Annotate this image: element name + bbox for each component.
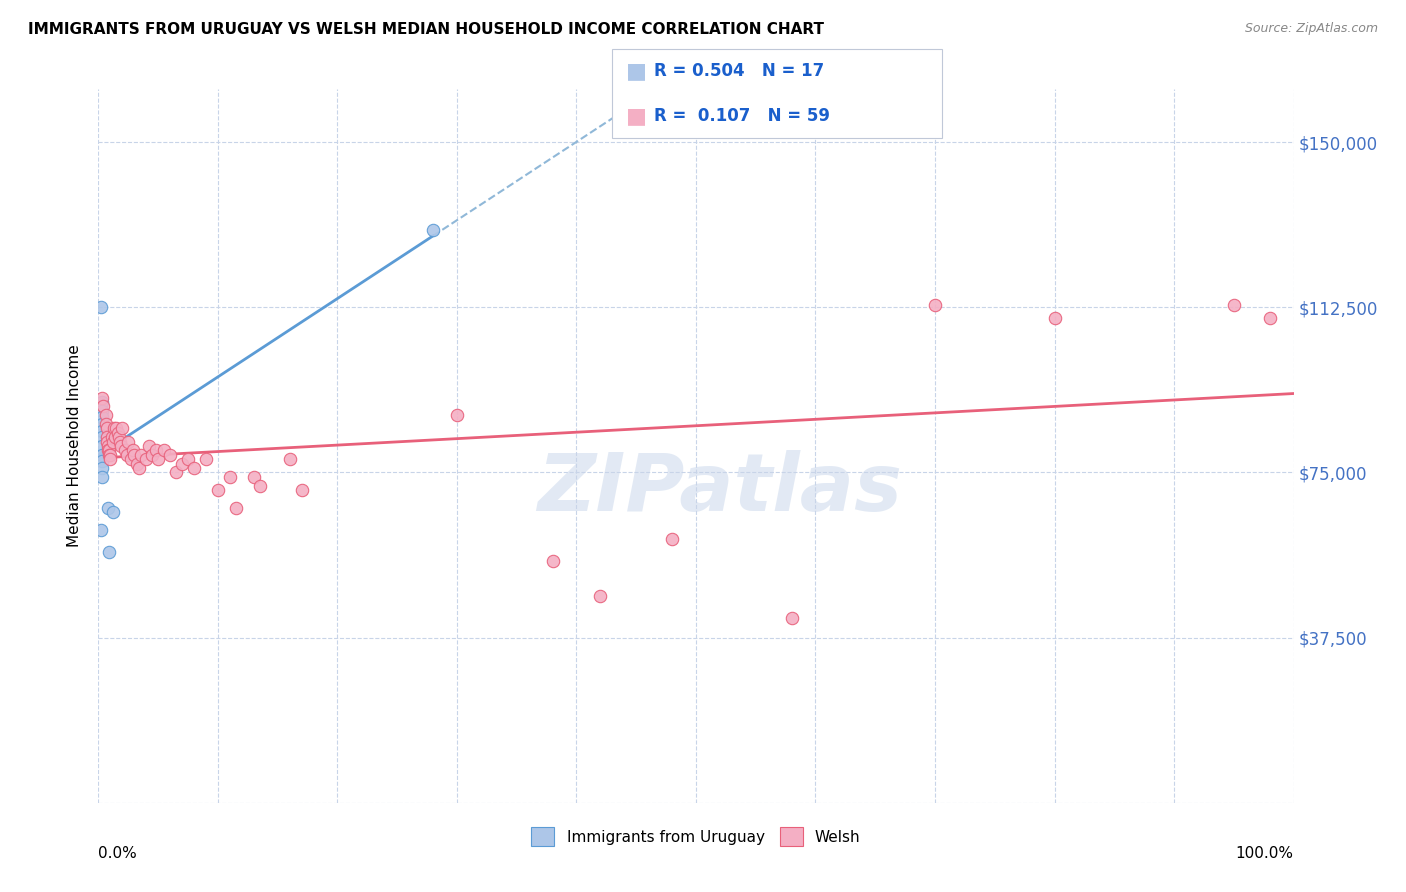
- Point: [98, 448, 121, 462]
- Point: [291, 483, 314, 497]
- Point: [97, 439, 120, 453]
- Point: [422, 223, 444, 237]
- Point: [108, 434, 131, 449]
- Point: [1258, 311, 1281, 326]
- Text: Source: ZipAtlas.com: Source: ZipAtlas.com: [1244, 22, 1378, 36]
- Text: R =  0.107   N = 59: R = 0.107 N = 59: [654, 107, 830, 125]
- Point: [661, 532, 683, 546]
- Point: [91, 410, 114, 425]
- Point: [107, 430, 129, 444]
- Point: [165, 466, 187, 480]
- Point: [91, 417, 114, 431]
- Point: [94, 408, 117, 422]
- Point: [172, 457, 194, 471]
- Point: [91, 395, 114, 409]
- Point: [91, 424, 114, 438]
- Point: [91, 430, 114, 444]
- Text: ■: ■: [627, 62, 647, 81]
- Point: [91, 461, 114, 475]
- Point: [141, 448, 163, 462]
- Point: [243, 470, 266, 484]
- Point: [91, 448, 114, 462]
- Point: [97, 443, 120, 458]
- Point: [98, 443, 121, 458]
- Point: [110, 439, 132, 453]
- Point: [96, 430, 118, 444]
- Point: [103, 421, 125, 435]
- Point: [91, 403, 114, 417]
- Point: [207, 483, 229, 497]
- Point: [1223, 298, 1246, 312]
- Point: [117, 434, 139, 449]
- Point: [98, 448, 122, 462]
- Text: 0.0%: 0.0%: [98, 846, 138, 861]
- Point: [125, 457, 148, 471]
- Point: [159, 448, 181, 462]
- Point: [115, 448, 138, 462]
- Point: [153, 443, 176, 458]
- Legend: Immigrants from Uruguay, Welsh: Immigrants from Uruguay, Welsh: [526, 822, 866, 852]
- Point: [111, 421, 134, 435]
- Point: [91, 439, 114, 453]
- Point: [446, 408, 468, 422]
- Text: R = 0.504   N = 17: R = 0.504 N = 17: [654, 62, 824, 80]
- Point: [96, 434, 118, 449]
- Point: [91, 391, 114, 405]
- Point: [97, 500, 120, 515]
- Point: [183, 461, 205, 475]
- Point: [91, 400, 114, 414]
- Text: 100.0%: 100.0%: [1236, 846, 1294, 861]
- Point: [589, 589, 612, 603]
- Point: [122, 443, 145, 458]
- Point: [96, 421, 118, 435]
- Point: [120, 452, 142, 467]
- Point: [124, 448, 146, 462]
- Point: [135, 452, 157, 467]
- Point: [924, 298, 946, 312]
- Text: ZIPatlas: ZIPatlas: [537, 450, 903, 528]
- Text: IMMIGRANTS FROM URUGUAY VS WELSH MEDIAN HOUSEHOLD INCOME CORRELATION CHART: IMMIGRANTS FROM URUGUAY VS WELSH MEDIAN …: [28, 22, 824, 37]
- Point: [105, 421, 128, 435]
- Point: [90, 300, 112, 314]
- Point: [541, 553, 564, 567]
- Point: [225, 500, 247, 515]
- Point: [177, 452, 200, 467]
- Point: [138, 439, 160, 453]
- Point: [148, 452, 170, 467]
- Point: [1043, 311, 1066, 326]
- Y-axis label: Median Household Income: Median Household Income: [67, 344, 83, 548]
- Text: ■: ■: [627, 106, 647, 126]
- Point: [107, 425, 129, 440]
- Point: [101, 434, 124, 449]
- Point: [131, 448, 153, 462]
- Point: [249, 478, 271, 492]
- Point: [100, 430, 122, 444]
- Point: [101, 505, 124, 519]
- Point: [195, 452, 218, 467]
- Point: [219, 470, 242, 484]
- Point: [94, 417, 117, 431]
- Point: [90, 523, 112, 537]
- Point: [98, 545, 121, 559]
- Point: [98, 452, 122, 467]
- Point: [145, 443, 167, 458]
- Point: [91, 454, 114, 468]
- Point: [278, 452, 301, 467]
- Point: [104, 430, 127, 444]
- Point: [128, 461, 150, 475]
- Point: [91, 470, 114, 484]
- Point: [780, 611, 803, 625]
- Point: [114, 443, 136, 458]
